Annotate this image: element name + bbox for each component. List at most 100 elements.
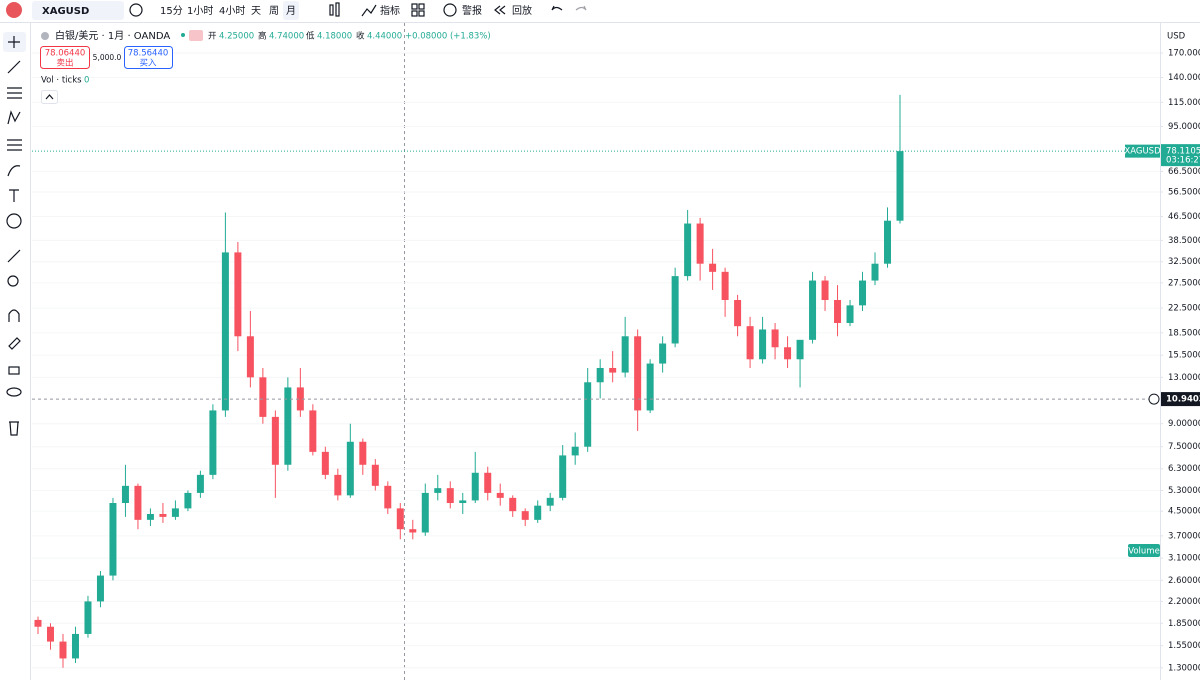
- quantity[interactable]: 5,000.0: [93, 53, 122, 62]
- layout-icon[interactable]: [418, 10, 425, 17]
- candle-body: [371, 464, 379, 486]
- replay-icon[interactable]: [494, 5, 506, 15]
- candle-body: [434, 488, 442, 493]
- collapse-icon[interactable]: [45, 94, 54, 100]
- undo[interactable]: [551, 5, 563, 11]
- buy-label[interactable]: 买入: [139, 59, 157, 69]
- layout-icon[interactable]: [411, 3, 418, 10]
- candle-body: [234, 252, 242, 337]
- y-tick-label: 46.50000: [1168, 212, 1200, 222]
- sell-label[interactable]: 卖出: [56, 58, 73, 69]
- y-tick-label: 3.10000: [1168, 554, 1200, 564]
- status-badge: [189, 30, 203, 41]
- chart-type-icon[interactable]: [329, 4, 334, 16]
- delete-tool[interactable]: [9, 421, 19, 436]
- y-tick-label: 38.50000: [1168, 236, 1200, 246]
- text-tool[interactable]: [9, 189, 19, 202]
- symbol-box[interactable]: [32, 1, 124, 20]
- y-tick-label: 2.60000: [1168, 576, 1200, 586]
- layout-icon[interactable]: [411, 10, 418, 17]
- interval-button[interactable]: 1小时: [187, 5, 213, 17]
- candle-body: [334, 474, 342, 496]
- avatar[interactable]: [6, 2, 22, 18]
- low-value: 4.18000: [317, 32, 352, 42]
- emoji-tool[interactable]: [6, 213, 22, 229]
- buy-price[interactable]: 78.56440: [128, 49, 169, 59]
- sell-price[interactable]: 78.06440: [45, 49, 86, 59]
- candle-body: [759, 329, 767, 360]
- sell-button[interactable]: [40, 46, 90, 69]
- candle-body: [309, 410, 317, 452]
- volume-tag-label: Volume: [1128, 547, 1160, 557]
- candle-body: [96, 575, 104, 602]
- y-tick-label: 22.50000: [1168, 304, 1200, 314]
- crosshair-tool[interactable]: [8, 36, 20, 48]
- volume-legend-value: 0: [84, 76, 89, 86]
- candle-body: [384, 485, 392, 509]
- interval-button[interactable]: 15分: [160, 5, 183, 17]
- candle-body: [496, 492, 504, 498]
- candle-body: [671, 276, 679, 344]
- zoom-tool[interactable]: [7, 275, 19, 287]
- symbol-logo: [41, 32, 49, 40]
- alert-icon[interactable]: [443, 3, 457, 17]
- forecast-tool[interactable]: [7, 139, 22, 151]
- candle-body: [346, 441, 354, 496]
- y-tick-label: 6.30000: [1168, 464, 1200, 474]
- candle-body: [184, 492, 192, 509]
- symbol[interactable]: XAGUSD: [42, 6, 89, 17]
- visibility-tool[interactable]: [6, 387, 22, 397]
- collapse-button[interactable]: [41, 90, 58, 104]
- candle-body: [134, 485, 142, 520]
- indicators-button[interactable]: 指标: [380, 4, 400, 17]
- indicator-icon[interactable]: [361, 4, 377, 17]
- close-value: 4.44000: [367, 32, 402, 42]
- change-value: +0.08000 (+1.83%): [405, 32, 491, 42]
- candle-body: [721, 271, 729, 300]
- high-value: 4.74000: [269, 32, 304, 42]
- candle-body: [459, 500, 467, 504]
- candle-body: [784, 347, 792, 360]
- pattern-tool[interactable]: [7, 110, 21, 125]
- lock-tool[interactable]: [8, 366, 20, 375]
- y-tick-label: 4.50000: [1168, 507, 1200, 517]
- interval-button[interactable]: 天: [251, 6, 261, 17]
- drawing-toolbar: [0, 23, 30, 680]
- candle-body: [34, 619, 42, 627]
- magnet-tool[interactable]: [8, 309, 20, 322]
- measure-tool[interactable]: [7, 249, 21, 263]
- y-tick-label: 56.50000: [1168, 187, 1200, 197]
- crosshair-plus[interactable]: [1148, 393, 1160, 405]
- brush-tool[interactable]: [7, 165, 21, 177]
- redo[interactable]: [575, 5, 587, 11]
- buy-button[interactable]: [124, 46, 173, 69]
- candle-body: [321, 451, 329, 475]
- interval-button[interactable]: 4小时: [219, 5, 245, 17]
- candle-body: [796, 339, 804, 360]
- layout-icon[interactable]: [418, 3, 425, 10]
- interval-button[interactable]: 周: [269, 5, 279, 17]
- lock-drawing-tool[interactable]: [8, 337, 21, 350]
- interval-button[interactable]: 月: [286, 5, 296, 17]
- candle-body: [271, 416, 279, 465]
- candle-body: [359, 441, 367, 465]
- volume-legend: Vol · ticks: [41, 76, 82, 86]
- candle-body: [409, 529, 417, 533]
- alert-button[interactable]: 警报: [462, 4, 482, 17]
- fib-tool[interactable]: [7, 87, 22, 99]
- replay-button[interactable]: 回放: [512, 4, 532, 17]
- crosshair-label: 10.94034: [1166, 395, 1200, 405]
- y-tick-label: 1.55000: [1168, 641, 1200, 651]
- add-symbol[interactable]: [129, 3, 143, 17]
- y-tick-label: 32.50000: [1168, 257, 1200, 267]
- candle-body: [884, 220, 892, 264]
- y-tick-label: 3.70000: [1168, 531, 1200, 541]
- chart-type-icon[interactable]: [335, 2, 340, 17]
- candle-body: [846, 305, 854, 323]
- trend-line-tool[interactable]: [7, 60, 21, 74]
- candle-body: [546, 497, 554, 506]
- high-label: 高: [258, 31, 267, 42]
- y-tick-label: 5.30000: [1168, 486, 1200, 496]
